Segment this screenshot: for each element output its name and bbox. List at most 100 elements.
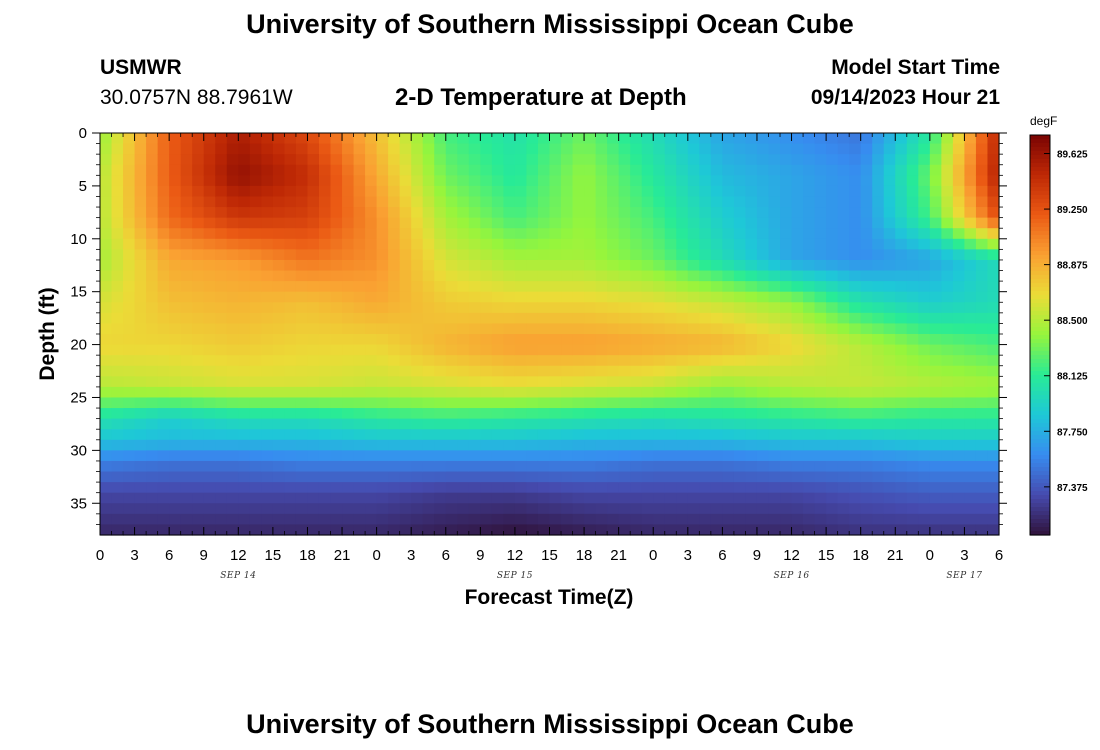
colorbar-segment	[1030, 323, 1050, 328]
heatmap-cell	[457, 154, 470, 166]
heatmap-cell	[883, 471, 896, 483]
heatmap-cell	[872, 439, 885, 451]
heatmap-cell	[756, 207, 770, 219]
heatmap-cell	[561, 249, 574, 261]
heatmap-cell	[353, 355, 366, 367]
heatmap-cell	[768, 270, 781, 282]
heatmap-cell	[952, 503, 966, 515]
heatmap-cell	[422, 323, 435, 335]
heatmap-cell	[249, 334, 262, 346]
colorbar-segment	[1030, 299, 1050, 304]
colorbar-segment	[1030, 155, 1050, 160]
heatmap-cell	[584, 228, 597, 240]
heatmap-cell	[180, 175, 193, 187]
heatmap-cell	[192, 524, 205, 536]
heatmap-cell	[710, 492, 723, 504]
heatmap-cell	[860, 429, 873, 441]
heatmap-cell	[780, 238, 793, 250]
heatmap-cell	[457, 460, 470, 473]
heatmap-cell	[664, 376, 677, 388]
heatmap-cell	[491, 281, 504, 293]
heatmap-cell	[100, 365, 113, 377]
heatmap-cell	[745, 281, 758, 293]
heatmap-cell	[814, 185, 827, 198]
heatmap-cell	[883, 270, 896, 282]
heatmap-cell	[537, 460, 551, 473]
heatmap-cell	[307, 439, 320, 451]
heatmap-cell	[203, 281, 216, 293]
heatmap-cell	[376, 376, 389, 388]
heatmap-cell	[791, 439, 804, 451]
heatmap-cell	[906, 386, 919, 399]
heatmap-cell	[837, 228, 850, 240]
heatmap-cell	[399, 207, 412, 219]
heatmap-cell	[791, 154, 804, 166]
heatmap-cell	[514, 143, 528, 155]
heatmap-cell	[388, 281, 401, 293]
heatmap-cell	[411, 238, 424, 250]
heatmap-cell	[814, 418, 827, 430]
heatmap-cell	[584, 196, 597, 208]
heatmap-cell	[134, 270, 147, 282]
heatmap-cell	[411, 492, 424, 504]
heatmap-cell	[330, 281, 343, 293]
heatmap-cell	[491, 270, 504, 282]
heatmap-cell	[146, 154, 159, 166]
heatmap-cell	[975, 376, 989, 388]
heatmap-cell	[826, 312, 839, 325]
heatmap-cell	[365, 460, 378, 473]
heatmap-cell	[537, 143, 551, 155]
heatmap-cell	[514, 175, 528, 187]
heatmap-cell	[468, 355, 481, 367]
heatmap-cell	[399, 312, 412, 325]
heatmap-cell	[226, 386, 239, 399]
heatmap-cell	[733, 418, 747, 430]
heatmap-cell	[803, 471, 816, 483]
heatmap-cell	[238, 312, 251, 325]
heatmap-cell	[480, 355, 493, 367]
heatmap-cell	[123, 175, 136, 187]
heatmap-cell	[537, 312, 551, 325]
heatmap-cell	[157, 386, 170, 399]
heatmap-cell	[457, 471, 470, 483]
heatmap-cell	[434, 164, 447, 176]
heatmap-cell	[872, 429, 885, 441]
heatmap-cell	[906, 154, 919, 166]
heatmap-cell	[572, 228, 585, 240]
heatmap-cell	[699, 418, 712, 430]
heatmap-cell	[192, 408, 205, 420]
heatmap-cell	[238, 196, 251, 208]
heatmap-cell	[330, 249, 343, 261]
heatmap-cell	[422, 249, 435, 261]
heatmap-cell	[584, 238, 597, 250]
colorbar-segment	[1030, 355, 1050, 360]
heatmap-cell	[111, 524, 124, 536]
heatmap-cell	[445, 482, 458, 494]
heatmap-cell	[422, 344, 435, 356]
heatmap-cell	[468, 524, 481, 536]
heatmap-cell	[249, 154, 262, 166]
heatmap-cell	[226, 439, 239, 451]
heatmap-cell	[768, 460, 781, 473]
heatmap-cell	[365, 281, 378, 293]
heatmap-cell	[388, 386, 401, 399]
heatmap-cell	[561, 175, 574, 187]
heatmap-cell	[249, 397, 262, 409]
heatmap-cell	[687, 334, 700, 346]
x-axis-tick-labels: 0 3 6 9 12 15 18 21 0 3 6 9 12 15 18 21 0 3 6 9 12 15 18 21 0 3 6	[96, 547, 1003, 564]
heatmap-cell	[676, 207, 689, 219]
heatmap-cell	[157, 291, 170, 303]
colorbar-segment	[1030, 167, 1050, 172]
heatmap-cell	[353, 196, 366, 208]
heatmap-cell	[595, 376, 608, 388]
heatmap-cell	[365, 439, 378, 451]
heatmap-cell	[295, 365, 309, 377]
heatmap-cell	[169, 133, 182, 145]
heatmap-cell	[676, 492, 689, 504]
heatmap-cell	[607, 492, 620, 504]
heatmap-cell	[756, 281, 770, 293]
heatmap-cell	[618, 312, 631, 325]
heatmap-cell	[111, 439, 124, 451]
heatmap-cell	[676, 471, 689, 483]
heatmap-cell	[353, 207, 366, 219]
